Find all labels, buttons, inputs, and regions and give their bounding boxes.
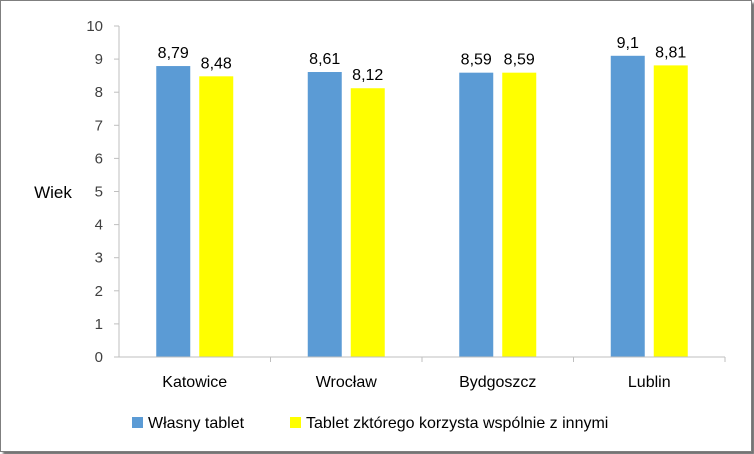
data-label: 8,12	[352, 67, 383, 84]
y-axis: 0 1 2 3 4 5 6 7 8 9 10	[86, 18, 120, 366]
y-axis-title: Wiek	[34, 183, 72, 202]
y-tick-label: 0	[95, 349, 103, 366]
data-label: 8,59	[504, 52, 535, 69]
bar	[307, 72, 342, 357]
x-tick-label: Katowice	[162, 374, 227, 391]
bar	[459, 72, 494, 358]
bar	[502, 72, 537, 358]
x-axis: Katowice Wrocław Bydgoszcz Lublin	[162, 357, 726, 391]
y-tick-label: 4	[95, 217, 103, 234]
bar	[653, 65, 688, 357]
data-labels: 8,79 8,48 8,61 8,12 8,59 8,59 9,1 8,81	[158, 35, 687, 84]
data-label: 8,81	[655, 44, 686, 61]
y-tick-label: 8	[95, 84, 103, 101]
x-tick-label: Bydgoszcz	[459, 374, 536, 391]
x-tick-label: Wrocław	[316, 374, 377, 391]
bars	[156, 55, 688, 358]
legend-label: Własny tablet	[148, 415, 245, 432]
y-tick-label: 1	[95, 316, 103, 333]
legend-swatch	[132, 417, 143, 428]
legend-label: Tablet zktórego korzysta wspólnie z inny…	[306, 415, 608, 432]
legend-swatch	[290, 417, 301, 428]
y-tick-label: 6	[95, 150, 103, 167]
x-tick-label: Lublin	[628, 374, 671, 391]
y-tick-label: 7	[95, 117, 103, 134]
bar	[199, 76, 234, 357]
legend: Własny tablet Tablet zktórego korzysta ws…	[132, 415, 608, 432]
y-tick-label: 5	[95, 184, 103, 201]
y-tick-label: 9	[95, 51, 103, 68]
y-tick-label: 2	[95, 283, 103, 300]
data-label: 8,59	[461, 52, 492, 69]
bar	[156, 66, 191, 358]
y-tick-label: 10	[86, 18, 103, 35]
data-label: 9,1	[617, 35, 639, 52]
data-label: 8,61	[309, 51, 340, 68]
bar	[350, 88, 385, 357]
y-tick-label: 3	[95, 250, 103, 267]
data-label: 8,79	[158, 45, 189, 62]
bar	[610, 55, 645, 357]
data-label: 8,48	[201, 55, 232, 72]
